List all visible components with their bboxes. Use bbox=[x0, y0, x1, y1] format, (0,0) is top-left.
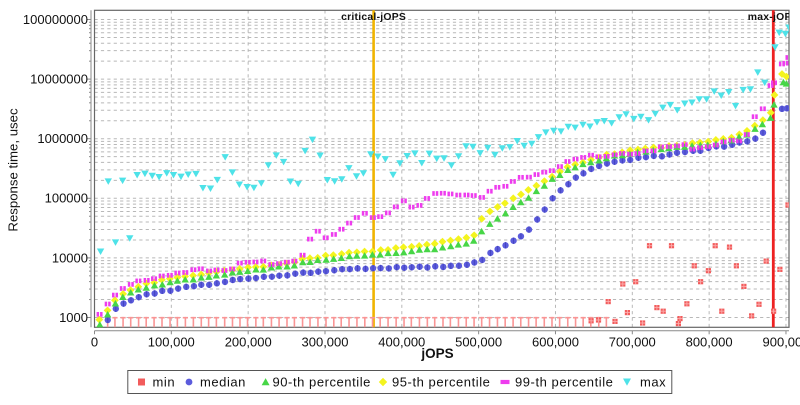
svg-text:median: median bbox=[200, 375, 246, 390]
svg-text:100000: 100000 bbox=[45, 191, 88, 206]
svg-text:min: min bbox=[153, 375, 176, 390]
svg-text:critical-jOPS: critical-jOPS bbox=[341, 12, 406, 23]
svg-text:100,000: 100,000 bbox=[148, 334, 195, 349]
svg-text:max: max bbox=[640, 375, 666, 390]
svg-text:Response time, usec: Response time, usec bbox=[6, 108, 21, 232]
svg-text:95-th percentile: 95-th percentile bbox=[392, 375, 490, 390]
svg-text:10000: 10000 bbox=[52, 250, 88, 265]
svg-text:99-th percentile: 99-th percentile bbox=[515, 375, 613, 390]
svg-text:900,000: 900,000 bbox=[763, 334, 800, 349]
svg-text:jOPS: jOPS bbox=[420, 346, 453, 361]
svg-text:0: 0 bbox=[91, 334, 98, 349]
svg-text:1000000: 1000000 bbox=[37, 131, 88, 146]
svg-text:600,000: 600,000 bbox=[532, 334, 579, 349]
svg-text:500,000: 500,000 bbox=[455, 334, 502, 349]
svg-text:90-th percentile: 90-th percentile bbox=[273, 375, 371, 390]
svg-text:400,000: 400,000 bbox=[378, 334, 425, 349]
svg-text:100000000: 100000000 bbox=[23, 12, 88, 27]
svg-text:800,000: 800,000 bbox=[686, 334, 733, 349]
svg-text:300,000: 300,000 bbox=[302, 334, 349, 349]
svg-text:700,000: 700,000 bbox=[609, 334, 656, 349]
svg-text:1000: 1000 bbox=[59, 310, 88, 325]
svg-text:10000000: 10000000 bbox=[30, 72, 88, 87]
svg-text:200,000: 200,000 bbox=[225, 334, 272, 349]
